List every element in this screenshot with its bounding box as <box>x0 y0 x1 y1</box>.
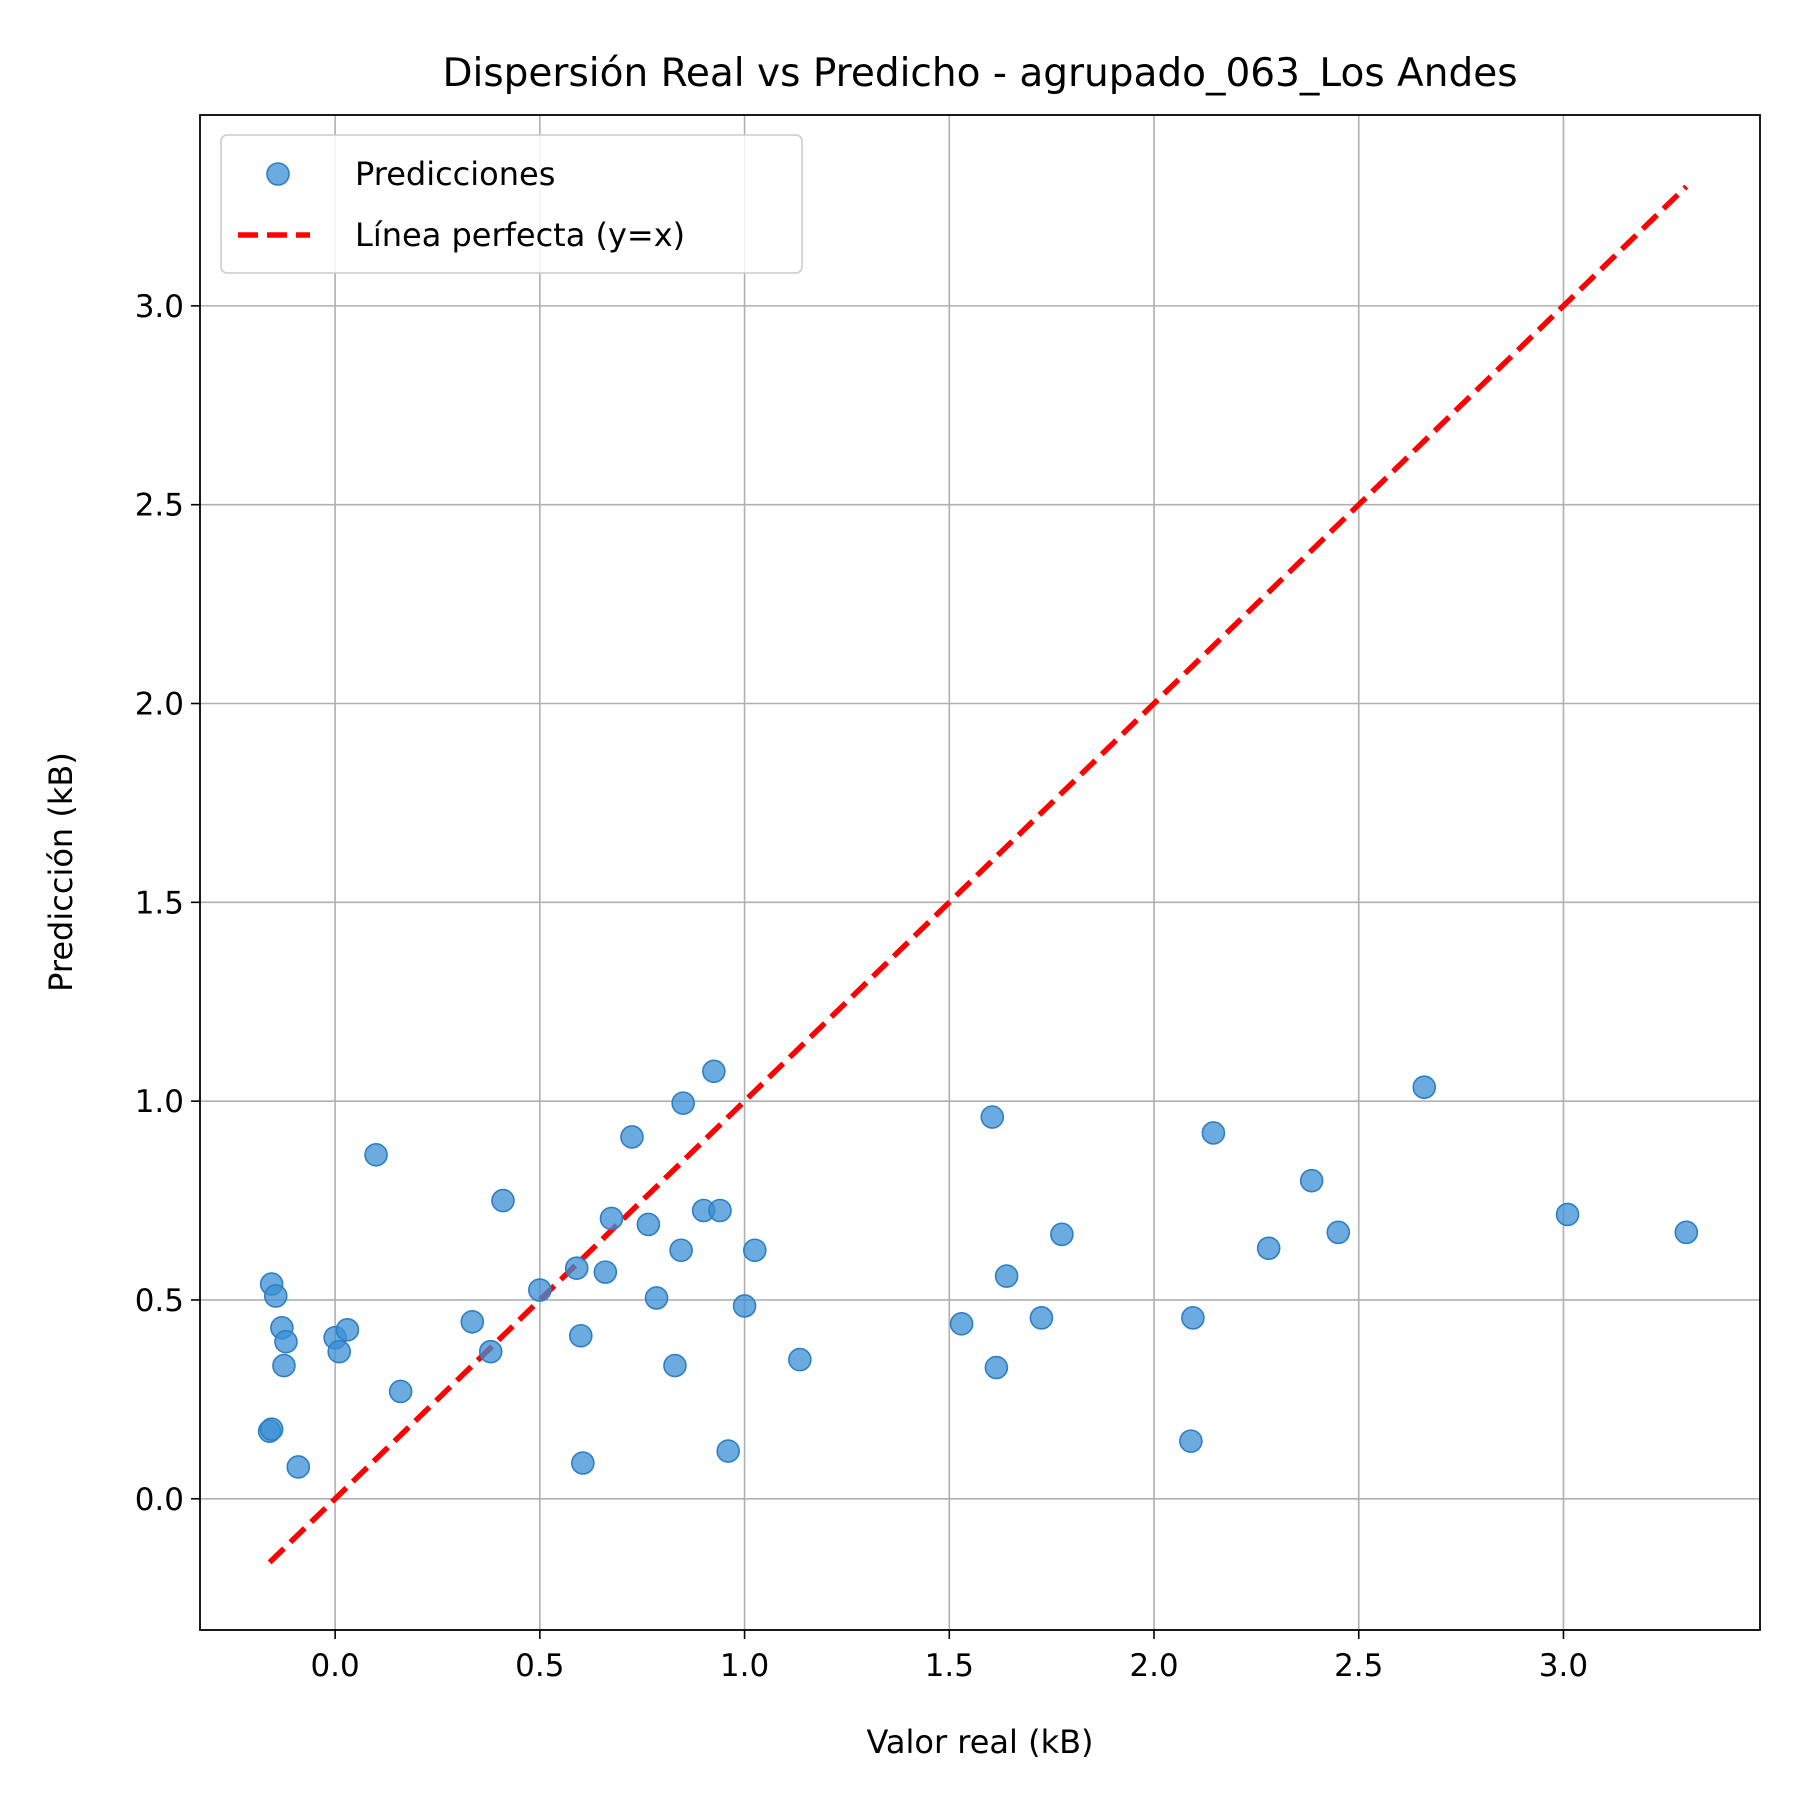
data-point <box>388 1379 413 1404</box>
data-point <box>669 1238 693 1263</box>
data-point <box>364 1143 388 1167</box>
x-tick-label: 1.0 <box>720 1648 769 1684</box>
data-point <box>1555 1202 1580 1227</box>
data-point <box>286 1455 311 1479</box>
x-tick-label: 2.0 <box>1129 1648 1178 1684</box>
plot-frame <box>199 114 1761 1631</box>
x-tick-label: 0.0 <box>310 1648 359 1684</box>
chart-title: Dispersión Real vs Predicho - agrupado_0… <box>442 51 1517 96</box>
grid <box>200 115 1760 1630</box>
data-point <box>1050 1222 1074 1247</box>
x-tick-label: 2.5 <box>1334 1648 1383 1684</box>
data-point <box>568 1323 593 1348</box>
data-point <box>259 1417 284 1441</box>
data-point <box>274 1329 298 1354</box>
data-point <box>335 1317 360 1342</box>
x-axis-label: Valor real (kB) <box>866 1723 1093 1761</box>
data-point <box>1326 1220 1351 1245</box>
legend: Predicciones Línea perfecta (y=x) <box>220 134 803 274</box>
data-point <box>478 1339 503 1364</box>
data-point <box>788 1347 812 1372</box>
data-point <box>491 1188 515 1213</box>
data-point <box>732 1294 757 1318</box>
data-point <box>702 1059 726 1084</box>
axis-ticks: 0.0 0.5 1.0 1.5 2.0 2.5 3.0 0.0 0.5 1.0 1.5 2.0 2.5 3… <box>135 289 1588 1684</box>
scatter-points <box>257 1059 1699 1479</box>
legend-box <box>220 134 803 274</box>
y-tick-label: 1.0 <box>135 1084 184 1120</box>
data-point <box>644 1286 669 1310</box>
data-point <box>263 1284 288 1308</box>
data-point <box>620 1125 644 1149</box>
y-tick-label: 1.5 <box>135 885 184 921</box>
data-point <box>671 1091 695 1115</box>
x-tick-label: 0.5 <box>515 1648 564 1684</box>
y-tick-label: 0.0 <box>135 1482 184 1518</box>
data-point <box>327 1339 352 1364</box>
x-tick-label: 1.5 <box>925 1648 974 1684</box>
data-point <box>984 1355 1009 1380</box>
y-tick-label: 0.5 <box>135 1283 184 1319</box>
legend-label-perfect-line: Línea perfecta (y=x) <box>355 216 685 254</box>
y-tick-label: 2.0 <box>135 687 184 723</box>
data-point <box>994 1264 1019 1288</box>
data-point <box>716 1439 740 1463</box>
data-point <box>1299 1168 1324 1193</box>
x-tick-label: 3.0 <box>1539 1648 1588 1684</box>
y-tick-label: 2.5 <box>135 488 184 524</box>
data-point <box>743 1238 767 1263</box>
perfect-line <box>267 184 1689 1565</box>
data-point <box>571 1451 595 1475</box>
data-point <box>949 1312 974 1336</box>
data-point <box>663 1353 687 1378</box>
data-point <box>528 1278 552 1302</box>
data-point <box>1179 1429 1203 1453</box>
data-point <box>564 1256 589 1280</box>
legend-marker-predicciones <box>266 162 290 186</box>
data-point <box>980 1105 1005 1129</box>
data-point <box>460 1310 485 1334</box>
data-point <box>1412 1075 1437 1100</box>
legend-label-predicciones: Predicciones <box>355 155 555 193</box>
data-point <box>1201 1121 1226 1145</box>
data-point <box>599 1206 624 1231</box>
data-point <box>272 1353 296 1378</box>
data-point <box>1029 1306 1054 1330</box>
data-point <box>1674 1220 1699 1245</box>
y-tick-label: 3.0 <box>135 289 184 325</box>
data-point <box>593 1260 618 1284</box>
data-point <box>708 1198 732 1223</box>
y-axis-label: Predicción (kB) <box>42 752 80 992</box>
data-point <box>1256 1236 1281 1261</box>
data-point <box>1181 1306 1205 1330</box>
data-point <box>636 1212 661 1237</box>
perfect-line-layer <box>267 184 1689 1565</box>
